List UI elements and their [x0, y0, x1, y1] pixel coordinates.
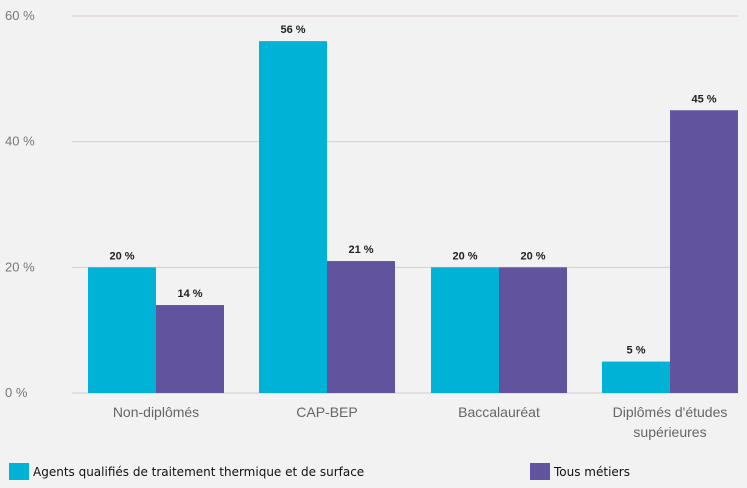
bar-series-2-3: [499, 267, 567, 393]
bar-chart: 0 % 20 % 40 % 60 % 20 % 56 % 20 % 5 % 14 % 21 % 20…: [5, 8, 738, 440]
y-tick-label: 20 %: [5, 259, 35, 274]
bar-series-2-1: [156, 305, 224, 393]
data-label: 14 %: [177, 288, 202, 300]
x-category-label: Non-diplômés: [113, 404, 199, 420]
data-label: 45 %: [691, 93, 716, 105]
bar-series-1-2: [259, 41, 327, 394]
legend-item-series-1: Agents qualifiés de traitement thermique…: [9, 463, 364, 480]
data-label: 21 %: [348, 244, 373, 256]
x-category-label: supérieures: [633, 424, 706, 440]
bar-series-1-1: [88, 267, 156, 393]
y-tick-label: 40 %: [5, 134, 35, 149]
data-label: 20 %: [109, 250, 134, 262]
legend-label-series-1: Agents qualifiés de traitement thermique…: [33, 464, 365, 479]
y-tick-label: 60 %: [5, 8, 35, 23]
bar-series-2-4: [670, 110, 738, 393]
legend-swatch-series-1: [9, 463, 29, 480]
bar-series-2-2: [327, 261, 395, 393]
data-label: 5 %: [627, 345, 646, 357]
x-category-label: CAP-BEP: [296, 404, 357, 420]
legend-swatch-series-2: [530, 463, 550, 480]
bar-series-1-4: [602, 361, 670, 393]
bar-series-1-3: [431, 267, 499, 393]
legend-label-series-2: Tous métiers: [554, 464, 630, 479]
legend: Agents qualifiés de traitement thermique…: [0, 463, 747, 485]
x-category-label: Baccalauréat: [458, 404, 540, 420]
data-label: 20 %: [520, 250, 545, 262]
x-category-label: Diplômés d'études: [613, 404, 728, 420]
legend-item-series-2: Tous métiers: [530, 463, 630, 480]
data-label: 56 %: [280, 24, 305, 36]
y-tick-label: 0 %: [5, 385, 28, 400]
data-label: 20 %: [452, 250, 477, 262]
